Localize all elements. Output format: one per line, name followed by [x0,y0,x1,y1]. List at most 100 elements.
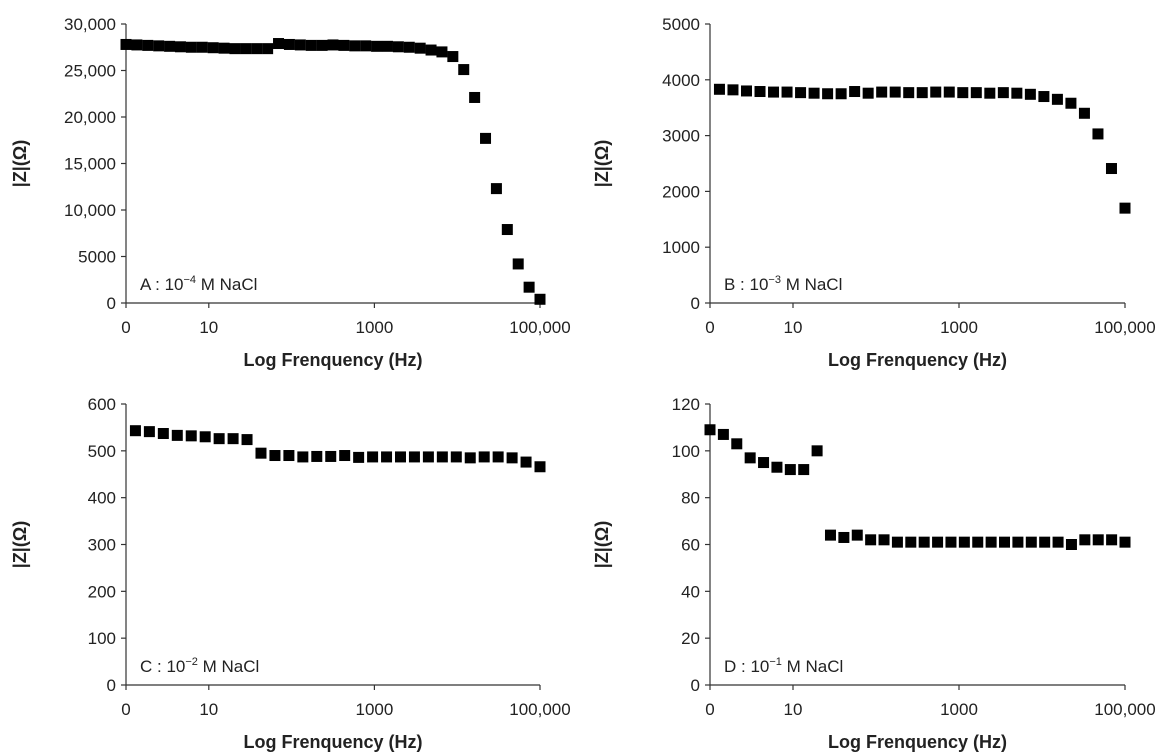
data-point [283,38,295,50]
data-point [717,428,729,440]
x-tick-label: 10 [784,700,803,719]
panel-d: 0 20 40 60 80 100 120 0 10 1000 100,000 Log Frenque… [592,395,1156,752]
panel-b: 0 1000 2000 3000 4000 5000 0 10 1000 100,000 Log F… [592,15,1156,370]
data-point [392,41,404,53]
panel-a: 0 5000 10,000 15,000 20,000 25,000 30,000 0 10 10… [10,15,571,370]
data-point [229,43,241,55]
x-tick-label: 100,000 [1094,318,1155,337]
data-point [403,41,415,53]
data-point [862,87,874,99]
data-point [972,536,984,548]
data-point [269,450,281,462]
x-tick-label: 100,000 [1094,700,1155,719]
data-point [327,39,339,51]
data-point [822,88,834,100]
data-point [1025,536,1037,548]
data-point [930,86,942,98]
data-point [1106,534,1118,546]
data-point [1065,539,1077,550]
data-point [360,40,372,52]
data-point [425,44,437,56]
y-tick-label: 40 [681,582,700,601]
data-point [1012,536,1024,548]
data-point [164,40,176,52]
y-tick-label: 100 [672,442,700,461]
x-tick-label: 0 [121,318,130,337]
data-point [143,426,155,438]
data-point [1039,536,1051,548]
data-point [958,536,970,548]
x-axis-label: Log Frenquency (Hz) [828,732,1007,752]
y-tick-label: 5000 [78,248,116,267]
data-point [142,39,154,51]
y-tick-label: 4000 [662,71,700,90]
x-tick-label: 100,000 [509,318,570,337]
data-point [520,456,532,468]
data-point [891,536,903,548]
data-point [458,64,470,76]
data-point [447,51,459,63]
panel-annotation: D : 10−1 M NaCl [724,656,843,676]
data-point [283,450,295,462]
data-point [784,464,796,476]
data-point [835,88,847,100]
y-axis-label: |Z|(Ω) [10,140,30,188]
data-point [185,430,197,442]
x-tick-label: 10 [199,318,218,337]
data-point [371,40,383,52]
y-tick-label: 120 [672,395,700,414]
y-tick-label: 15,000 [64,155,116,174]
data-point [325,450,337,462]
data-point [808,87,820,99]
data-point [534,461,546,473]
x-axis-label: Log Frenquency (Hz) [244,350,423,370]
data-point [255,447,267,459]
y-tick-label: 2000 [662,182,700,201]
data-point [740,85,752,97]
data-point [795,87,807,99]
data-point [305,39,317,51]
data-point [213,433,225,445]
x-axis-label: Log Frenquency (Hz) [244,732,423,752]
data-point [120,38,132,50]
x-tick-label: 1000 [355,700,393,719]
data-point [262,43,274,55]
panel-annotation: B : 10−3 M NaCl [724,274,842,294]
data-point [218,42,230,54]
data-point [1011,87,1023,99]
data-point [349,40,361,52]
data-point [704,424,716,436]
y-tick-label: 25,000 [64,62,116,81]
data-point [851,529,863,541]
data-point [916,87,928,99]
data-point [889,86,901,98]
y-tick-label: 20 [681,629,700,648]
data-point [273,38,285,50]
data-point [480,132,492,144]
data-point [957,87,969,99]
y-tick-label: 20,000 [64,108,116,127]
data-point [798,464,810,476]
data-point [450,451,462,463]
data-point [381,451,393,463]
data-point [394,451,406,463]
x-axis-label: Log Frenquency (Hz) [828,350,1007,370]
data-point [523,281,535,293]
data-point [932,536,944,548]
y-tick-label: 600 [88,395,116,414]
x-tick-label: 100,000 [509,700,570,719]
data-point [1065,97,1077,109]
data-point [492,451,504,463]
data-point [478,451,490,463]
panel-c: 0 100 200 300 400 500 600 0 10 1000 100,000 Log Fre… [10,395,571,752]
y-tick-label: 0 [107,676,116,695]
y-tick-label: 80 [681,489,700,508]
data-point [129,425,141,437]
data-point [905,536,917,548]
data-point [945,536,957,548]
data-point [422,451,434,463]
data-point [1079,534,1091,546]
data-point [131,39,143,51]
data-point [811,445,823,457]
